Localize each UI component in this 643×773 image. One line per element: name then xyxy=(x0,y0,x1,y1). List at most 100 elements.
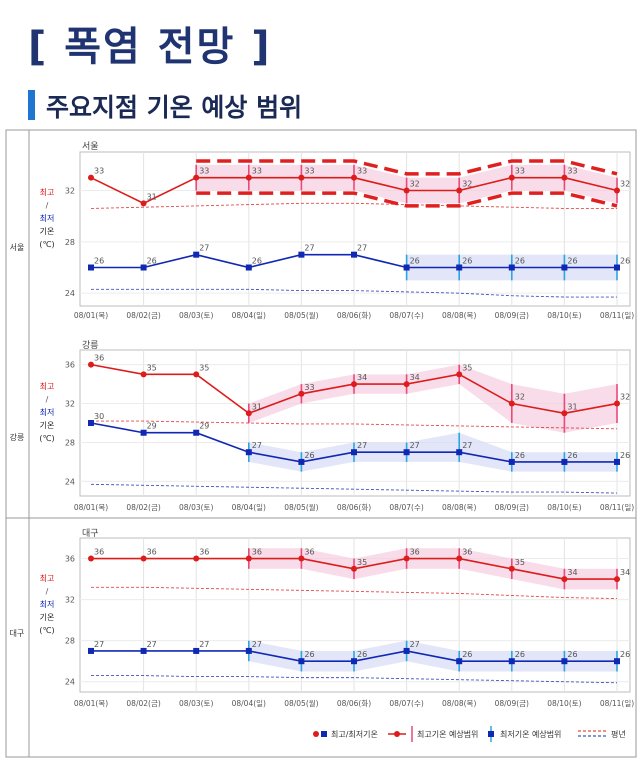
low-data-label: 27 xyxy=(410,441,420,450)
low-point xyxy=(614,264,620,271)
x-tick-label: 08/02(금) xyxy=(126,503,160,512)
x-tick-label: 08/03(토) xyxy=(179,699,213,708)
x-tick-label: 08/06(화) xyxy=(337,311,371,320)
axis-label-line: 기온 xyxy=(40,613,55,622)
y-tick-label: 24 xyxy=(65,289,75,298)
high-data-label: 36 xyxy=(94,354,104,363)
axis-label-line: (℃) xyxy=(39,434,54,443)
high-data-label: 33 xyxy=(357,167,367,176)
high-data-label: 36 xyxy=(147,548,157,557)
legend-normal-label: 평년 xyxy=(611,729,626,739)
high-data-label: 33 xyxy=(252,167,262,176)
low-data-label: 26 xyxy=(620,451,630,460)
x-tick-label: 08/04(일) xyxy=(232,503,266,512)
low-point xyxy=(403,449,410,456)
x-tick-label: 08/08(목) xyxy=(442,503,476,512)
legend-max-marker xyxy=(313,731,319,737)
low-point xyxy=(561,264,568,271)
high-point xyxy=(351,381,357,388)
low-point xyxy=(351,658,357,665)
x-tick-label: 08/02(금) xyxy=(126,311,160,320)
low-point xyxy=(298,658,305,665)
y-tick-label: 24 xyxy=(65,477,75,486)
low-data-label: 26 xyxy=(94,257,104,266)
low-point xyxy=(88,264,94,271)
high-point xyxy=(508,565,515,572)
high-data-label: 31 xyxy=(252,402,262,411)
high-point xyxy=(245,555,252,562)
low-data-label: 26 xyxy=(410,257,420,266)
x-tick-label: 08/06(화) xyxy=(337,699,371,708)
low-data-label: 26 xyxy=(567,451,577,460)
low-point xyxy=(614,658,620,665)
high-data-label: 35 xyxy=(515,558,525,567)
x-tick-label: 08/02(금) xyxy=(126,699,160,708)
high_normal-line xyxy=(90,202,617,209)
high-range-band xyxy=(248,548,618,590)
low-point xyxy=(298,251,305,258)
low-point xyxy=(614,458,620,465)
x-tick-label: 08/01(목) xyxy=(74,503,108,512)
low-point xyxy=(193,429,200,436)
high-point xyxy=(193,174,200,181)
high-point xyxy=(298,555,305,562)
x-tick-label: 08/10(토) xyxy=(547,311,581,320)
high-point xyxy=(88,361,94,368)
high-point xyxy=(298,390,305,397)
high-point xyxy=(298,174,305,181)
y-tick-label: 36 xyxy=(65,555,75,564)
legend-max-range-marker xyxy=(394,731,400,737)
x-tick-label: 08/01(목) xyxy=(74,699,108,708)
plot-area xyxy=(79,151,631,307)
high-point xyxy=(614,187,620,194)
page-subtitle: 주요지점 기온 예상 범위 xyxy=(46,93,303,122)
low-point xyxy=(456,449,463,456)
low-point xyxy=(351,449,357,456)
low-data-label: 27 xyxy=(199,640,209,649)
x-tick-label: 08/05(월) xyxy=(284,310,318,320)
axis-label-line: 기온 xyxy=(40,227,55,236)
high-data-label: 34 xyxy=(567,568,577,577)
y-tick-label: 28 xyxy=(65,637,75,646)
highlight-lower xyxy=(196,191,618,208)
low-data-label: 26 xyxy=(462,257,472,266)
low-data-label: 27 xyxy=(94,640,104,649)
high-point xyxy=(351,565,357,572)
low-data-label: 26 xyxy=(567,257,577,266)
high-point xyxy=(561,174,568,181)
low-point xyxy=(508,658,515,665)
axis-label-line: (℃) xyxy=(39,626,54,635)
station-name: 대구 xyxy=(82,528,99,539)
high-point xyxy=(508,174,515,181)
x-tick-label: 08/09(금) xyxy=(495,311,529,320)
high-point xyxy=(245,410,252,417)
high-point xyxy=(193,555,200,562)
x-tick-label: 08/11(일) xyxy=(600,503,634,512)
axis-label-line: (℃) xyxy=(39,240,54,249)
station-side-label: 대구 xyxy=(10,629,25,638)
x-tick-label: 08/07(수) xyxy=(389,699,423,708)
low-data-label: 26 xyxy=(620,650,630,659)
low-data-label: 26 xyxy=(620,257,630,266)
high-point xyxy=(561,576,568,583)
x-tick-label: 08/10(토) xyxy=(547,503,581,512)
x-tick-label: 08/10(토) xyxy=(547,699,581,708)
panel-3: 24 28 32 36 08/01(목) 08/02(금) 08/03(토) 08/04(일)… xyxy=(10,528,635,708)
low-point xyxy=(245,647,252,654)
low-data-label: 26 xyxy=(515,257,525,266)
axis-label-line: 최고 xyxy=(40,573,55,583)
low_normal-line xyxy=(91,288,617,298)
low-data-label: 26 xyxy=(252,257,262,266)
low-point xyxy=(403,264,410,271)
chart-legend: 최고/최저기온 최고기온 예상범위 최저기온 예상범위 평년 xyxy=(313,726,626,742)
low-data-label: 26 xyxy=(462,650,472,659)
high-data-label: 35 xyxy=(199,363,209,372)
high-point xyxy=(456,187,463,194)
high-data-label: 35 xyxy=(462,363,472,372)
low-data-label: 29 xyxy=(147,422,157,431)
legend-min-range-marker xyxy=(488,731,494,737)
x-tick-label: 08/04(일) xyxy=(232,699,266,708)
high-point xyxy=(614,400,620,407)
axis-label-line: 기온 xyxy=(40,421,55,430)
low_normal-line xyxy=(91,675,618,684)
